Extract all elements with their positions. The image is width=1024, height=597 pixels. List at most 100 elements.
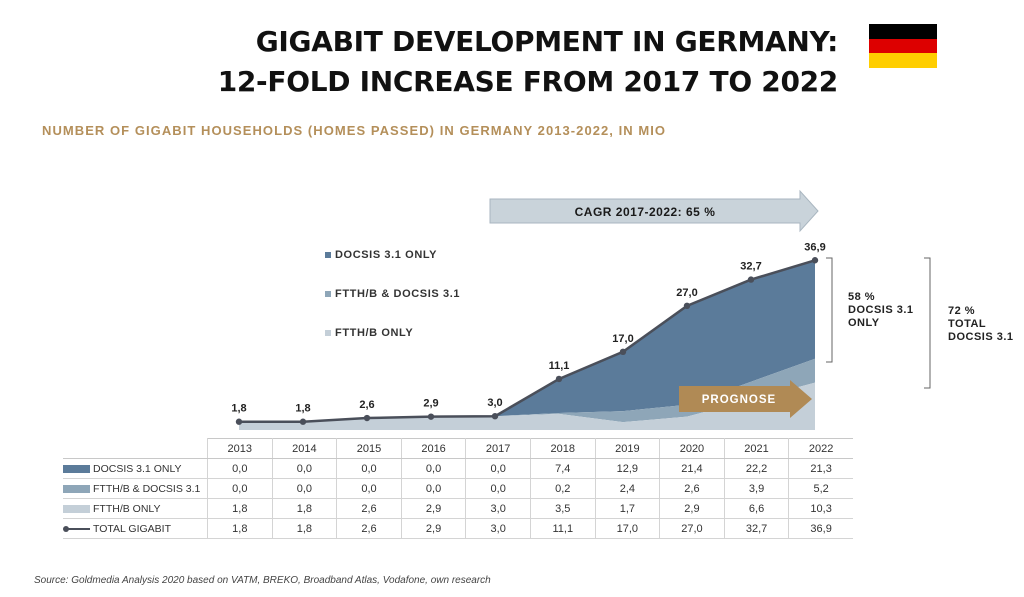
row-line-swatch <box>63 525 90 533</box>
table-cell: 0,0 <box>272 458 338 479</box>
table-cell: 0,0 <box>207 478 273 499</box>
total-label-2022: 36,9 <box>804 241 825 253</box>
year-header-2018: 2018 <box>530 438 596 459</box>
table-cell: 3,9 <box>724 478 790 499</box>
total-label-2021: 32,7 <box>740 261 761 273</box>
year-header-2014: 2014 <box>272 438 338 459</box>
table-cell: 3,5 <box>530 498 596 519</box>
row-label-text: FTTH/B ONLY <box>93 502 161 515</box>
data-table: 2013 2014 2015 2016 2017 2018 2019 2020 2021 2022… <box>63 438 853 539</box>
total-label-2019: 17,0 <box>612 333 633 345</box>
table-cell: 2,9 <box>659 498 725 519</box>
table-cell: 1,8 <box>207 518 273 539</box>
legend-swatch-1 <box>325 252 331 258</box>
flag-stripe-gold <box>869 53 937 68</box>
total-label-2018: 11,1 <box>549 360 570 372</box>
flag-stripe-black <box>869 24 937 39</box>
table-row: TOTAL GIGABIT 1,8 1,8 2,6 2,9 3,0 11,1 17,0 27,0… <box>63 518 853 539</box>
prognose-arrow <box>679 380 812 418</box>
row-label: FTTH/B ONLY <box>63 498 208 519</box>
row-swatch <box>63 484 90 493</box>
cagr-label: CAGR 2017-2022: 65 % <box>575 205 716 219</box>
total-docsis-share-line-1: 72 % <box>948 305 975 317</box>
table-cell: 0,2 <box>530 478 596 499</box>
table-cell: 0,0 <box>401 478 467 499</box>
table-cell: 1,8 <box>272 498 338 519</box>
docsis-share-line-2: DOCSIS 3.1 <box>848 304 914 316</box>
table-cell: 5,2 <box>788 478 853 499</box>
table-cell: 7,4 <box>530 458 596 479</box>
row-label: DOCSIS 3.1 ONLY <box>63 458 208 479</box>
table-row: FTTH/B ONLY 1,8 1,8 2,6 2,9 3,0 3,5 1,7 2,9 6,6 10… <box>63 498 853 519</box>
total-label-2015: 2,6 <box>359 399 374 411</box>
table-cell: 0,0 <box>336 478 402 499</box>
total-point-2017 <box>491 413 499 420</box>
total-point-2020 <box>683 302 691 309</box>
source-note: Source: Goldmedia Analysis 2020 based on… <box>34 575 491 586</box>
table-cell: 17,0 <box>595 518 661 539</box>
year-header-2020: 2020 <box>659 438 725 459</box>
legend-label-1: DOCSIS 3.1 ONLY <box>335 249 437 261</box>
chart-subtitle: NUMBER OF GIGABIT HOUSEHOLDS (HOMES PASS… <box>42 123 667 138</box>
row-swatch <box>63 504 90 513</box>
total-docsis-share-bracket <box>924 257 931 389</box>
table-cell: 0,0 <box>207 458 273 479</box>
prognose-label: PROGNOSE <box>702 394 776 406</box>
docsis-share-line-3: ONLY <box>848 317 880 329</box>
total-point-2022 <box>811 257 819 264</box>
table-cell: 2,6 <box>659 478 725 499</box>
flag-stripe-red <box>869 38 937 54</box>
table-cell: 3,0 <box>465 518 531 539</box>
total-docsis-share-line-2: TOTAL <box>948 318 986 330</box>
year-header-2016: 2016 <box>401 438 467 459</box>
germany-flag-icon <box>869 24 937 68</box>
total-point-2013 <box>235 418 243 425</box>
area-docsis-only <box>239 260 815 422</box>
legend-label-3: FTTH/B ONLY <box>335 327 413 339</box>
year-header-2013: 2013 <box>207 438 273 459</box>
table-cell: 0,0 <box>272 478 338 499</box>
table-cell: 0,0 <box>465 458 531 479</box>
table-cell: 0,0 <box>465 478 531 499</box>
row-swatch <box>63 464 90 473</box>
total-label-2014: 1,8 <box>295 403 310 415</box>
page-title: GIGABIT DEVELOPMENT IN GERMANY: 12-FOLD … <box>217 22 839 102</box>
docsis-share-bracket <box>826 257 833 363</box>
table-cell: 22,2 <box>724 458 790 479</box>
year-header-2021: 2021 <box>724 438 790 459</box>
total-gigabit-line <box>239 259 816 423</box>
table-corner <box>63 438 208 459</box>
total-label-2020: 27,0 <box>676 287 697 299</box>
table-cell: 3,0 <box>465 498 531 519</box>
year-header-2017: 2017 <box>465 438 531 459</box>
total-label-2013: 1,8 <box>231 403 246 415</box>
row-label-text: FTTH/B & DOCSIS 3.1 <box>93 482 201 495</box>
title-line-2: 12-FOLD INCREASE FROM 2017 TO 2022 <box>217 65 839 98</box>
table-cell: 36,9 <box>788 518 853 539</box>
total-point-2016 <box>427 413 435 420</box>
table-cell: 2,6 <box>336 518 402 539</box>
total-point-2021 <box>747 276 755 283</box>
table-cell: 1,8 <box>207 498 273 519</box>
total-point-2018 <box>555 375 563 383</box>
table-cell: 2,4 <box>595 478 661 499</box>
row-label: TOTAL GIGABIT <box>63 518 208 539</box>
total-point-2019 <box>619 348 627 355</box>
table-cell: 2,9 <box>401 498 467 519</box>
table-row: DOCSIS 3.1 ONLY 0,0 0,0 0,0 0,0 0,0 7,4 12,9 21,… <box>63 458 853 479</box>
table-cell: 21,3 <box>788 458 853 479</box>
table-cell: 10,3 <box>788 498 853 519</box>
table-cell: 32,7 <box>724 518 790 539</box>
table-cell: 12,9 <box>595 458 661 479</box>
total-point-2014 <box>299 418 307 425</box>
total-label-2017: 3,0 <box>487 397 502 409</box>
legend-label-2: FTTH/B & DOCSIS 3.1 <box>335 288 460 300</box>
title-line-1: GIGABIT DEVELOPMENT IN GERMANY: <box>255 25 839 58</box>
total-docsis-share-line-3: DOCSIS 3.1 <box>948 331 1014 343</box>
total-label-2016: 2,9 <box>423 398 438 410</box>
table-cell: 0,0 <box>336 458 402 479</box>
table-header-row: 2013 2014 2015 2016 2017 2018 2019 2020 2021 2022 <box>63 438 853 459</box>
table-cell: 2,9 <box>401 518 467 539</box>
table-cell: 11,1 <box>530 518 596 539</box>
